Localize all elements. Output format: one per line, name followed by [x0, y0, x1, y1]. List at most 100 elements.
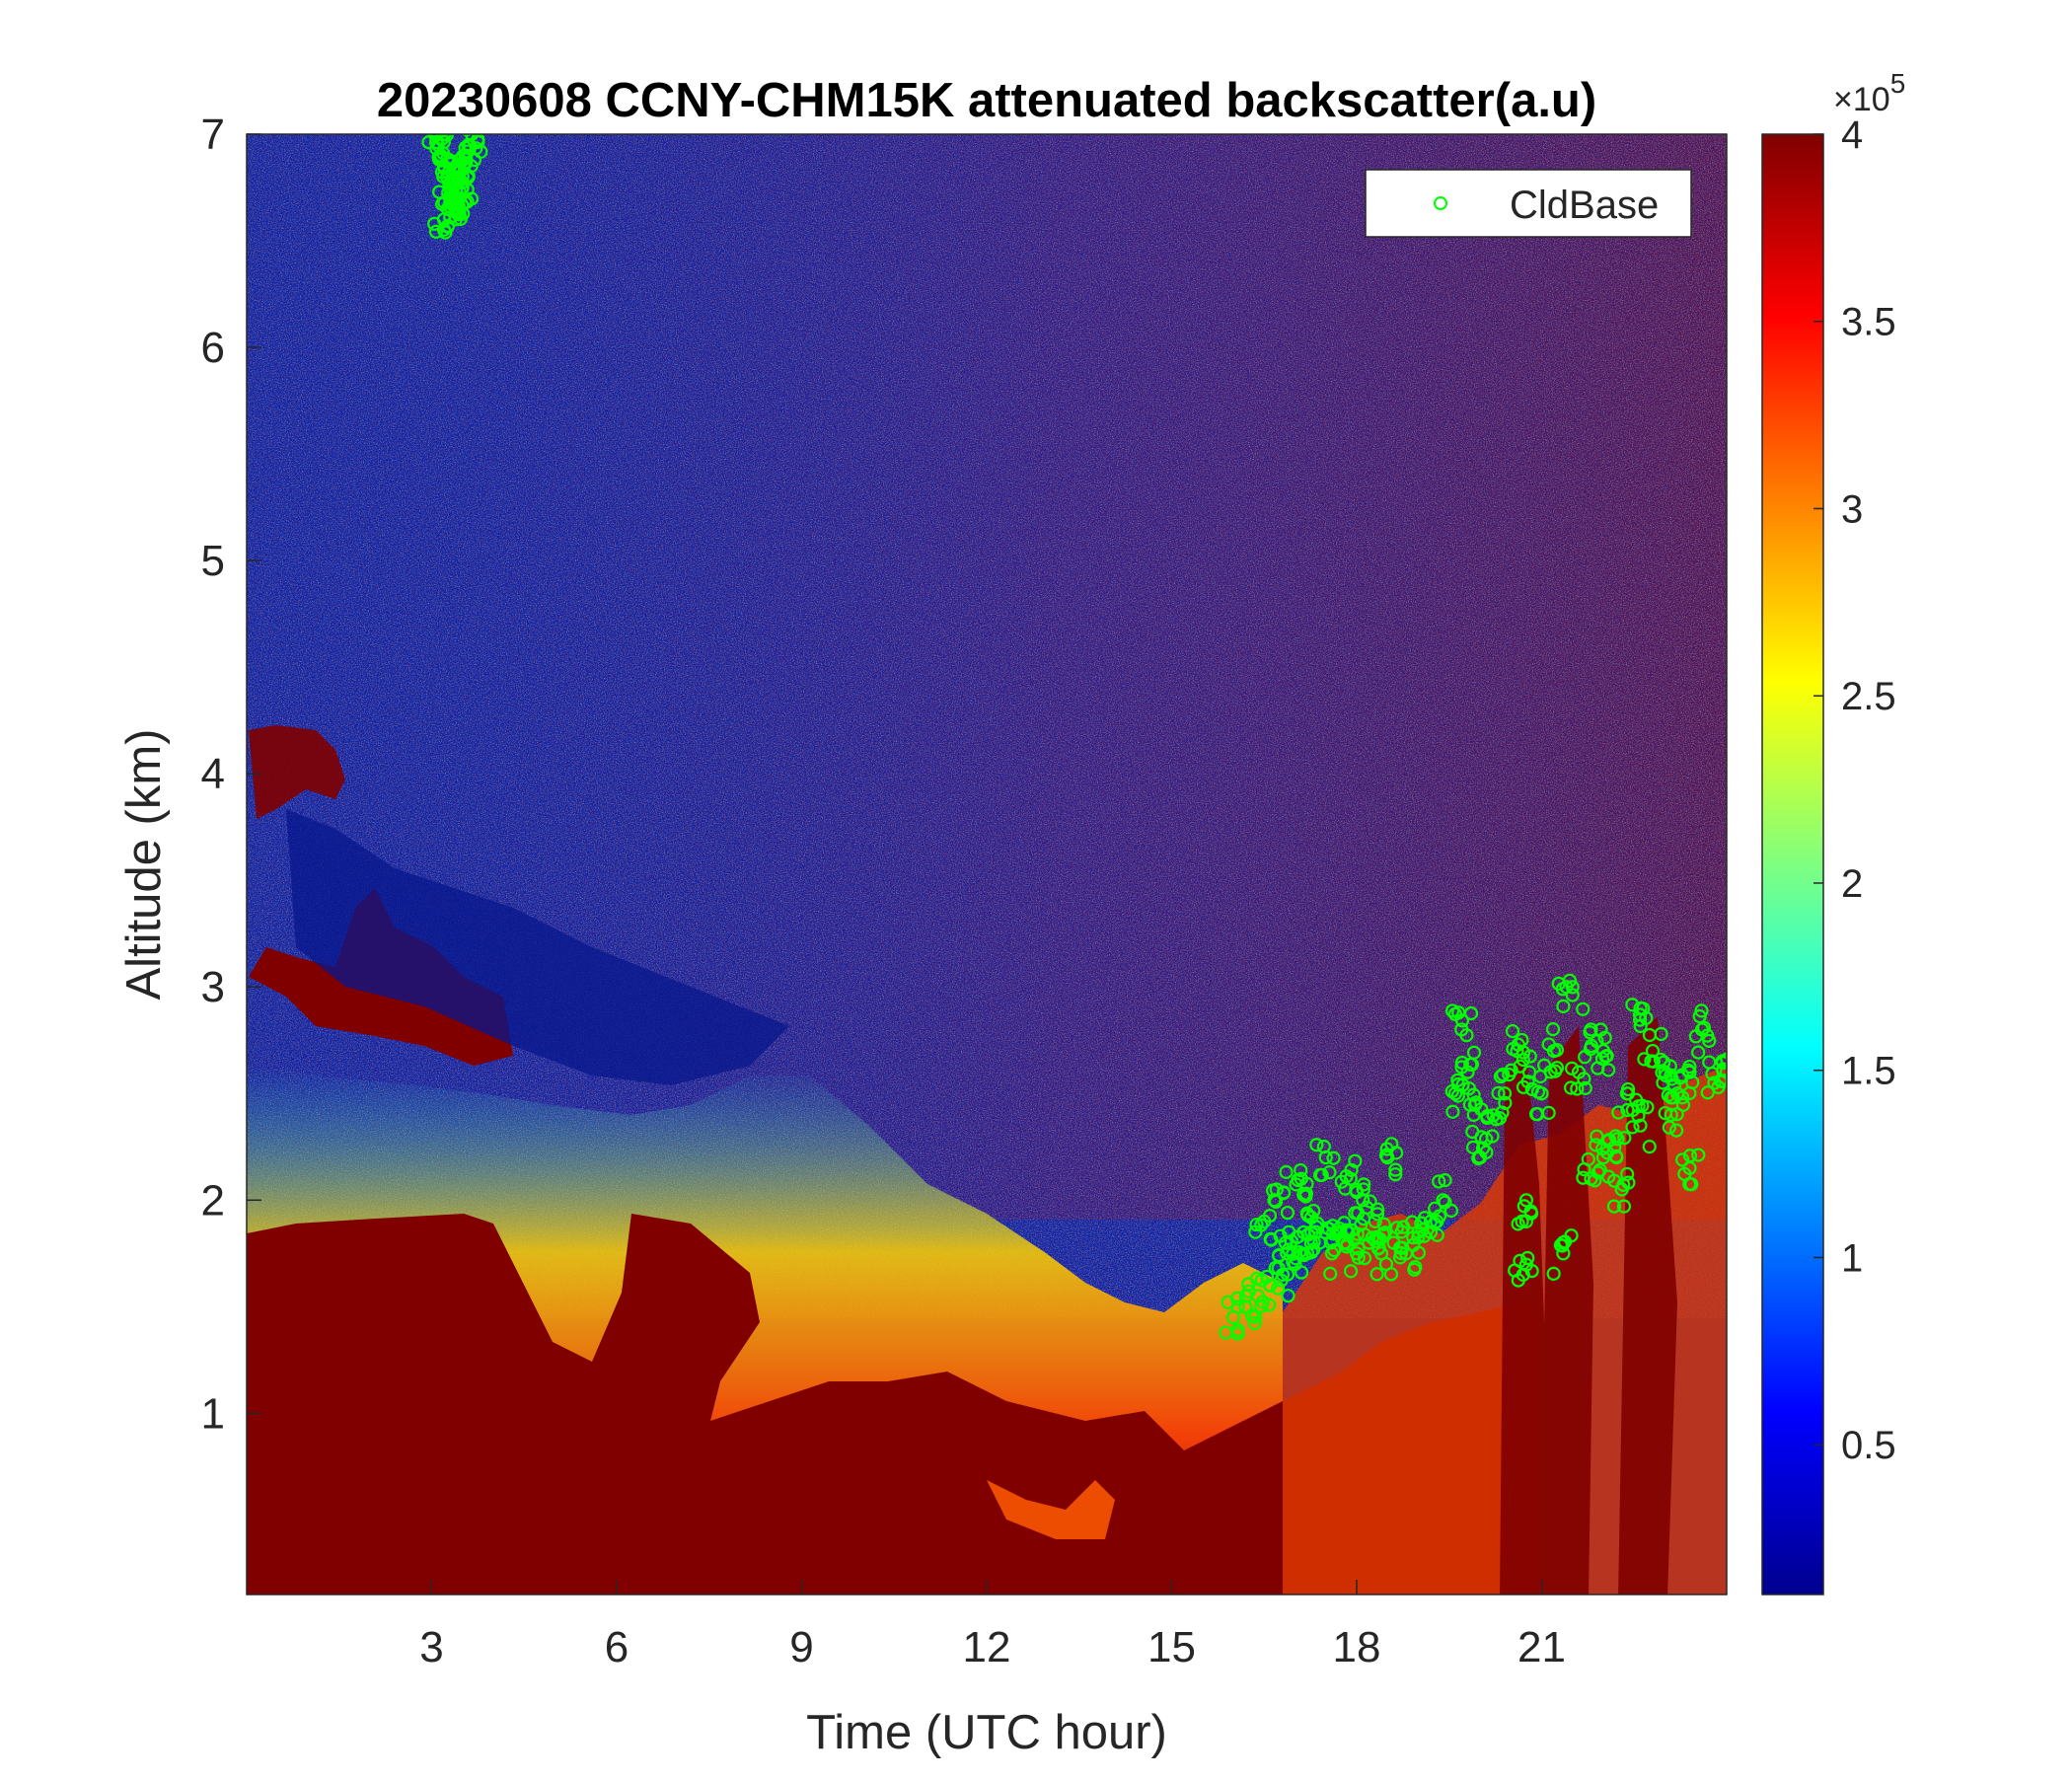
cldbase-point: [428, 224, 444, 239]
cldbase-point: [1523, 1206, 1539, 1221]
x-tick-label: 12: [963, 1623, 1011, 1671]
cldbase-point: [440, 218, 456, 233]
cldbase-point: [1316, 1140, 1331, 1154]
cldbase-point: [1591, 1061, 1605, 1076]
cldbase-point: [1392, 1250, 1408, 1265]
cldbase-point: [1478, 1132, 1494, 1147]
cldbase-point: [1298, 1186, 1314, 1201]
cldbase-point: [1284, 1233, 1298, 1248]
cldbase-point: [1645, 1043, 1661, 1059]
cldbase-point: [1443, 1203, 1458, 1219]
cldbase-point: [1281, 1242, 1295, 1257]
cldbase-point: [460, 194, 475, 209]
boundary-layer-core: [247, 1214, 1539, 1595]
cldbase-point: [1438, 1173, 1452, 1188]
cldbase-point: [427, 216, 442, 231]
cldbase-point: [1588, 1173, 1602, 1188]
cldbase-point: [1657, 1055, 1671, 1070]
cldbase-point: [448, 162, 463, 177]
cldbase-point: [1555, 982, 1570, 997]
cldbase-point: [1632, 1012, 1648, 1027]
cldbase-point: [1522, 1049, 1537, 1064]
cldbase-point: [1537, 1058, 1552, 1073]
y-axis-label: Altitude (km): [117, 728, 171, 1000]
cldbase-point: [1294, 1162, 1308, 1178]
cldbase-point: [1351, 1250, 1366, 1265]
cldbase-point: [1451, 1005, 1466, 1020]
cldbase-point: [1578, 1080, 1592, 1095]
cldbase-point: [1337, 1235, 1353, 1250]
cldbase-point: [1590, 1129, 1604, 1144]
x-tick-label: 9: [789, 1623, 813, 1671]
cldbase-point: [1516, 1052, 1530, 1068]
cldbase-point: [1254, 1218, 1269, 1232]
cldbase-point: [1423, 1224, 1439, 1239]
cldbase-point: [1388, 1146, 1404, 1160]
cldbase-point: [1682, 1176, 1697, 1192]
cldbase-point: [1516, 1079, 1531, 1094]
cldbase-point: [1262, 1298, 1277, 1312]
cldbase-point: [1549, 1061, 1565, 1076]
cldbase-point: [1372, 1231, 1387, 1246]
cldbase-point: [1323, 1235, 1338, 1250]
cldbase-point: [1415, 1223, 1430, 1237]
cldbase-point: [1493, 1069, 1509, 1084]
cldbase-point: [1308, 1220, 1323, 1234]
legend-label-cldbase: CldBase: [1510, 184, 1659, 227]
cldbase-point: [1369, 1267, 1384, 1282]
cldbase-point: [1432, 1209, 1447, 1224]
cldbase-point: [1570, 1081, 1585, 1096]
cldbase-point: [1702, 1055, 1717, 1070]
cldbase-point: [1339, 1223, 1354, 1237]
cldbase-point: [474, 144, 488, 159]
cldbase-point: [446, 175, 461, 189]
cldbase-point: [1369, 1207, 1385, 1222]
cldbase-point: [1702, 1033, 1717, 1048]
cldbase-point: [1565, 980, 1580, 995]
cldbase-point: [1309, 1138, 1324, 1152]
cldbase-point: [438, 225, 453, 240]
cldbase-point: [1411, 1229, 1426, 1245]
cldbase-point: [1376, 1217, 1391, 1231]
cldbase-point: [1388, 1162, 1403, 1177]
cldbase-point: [1563, 1080, 1579, 1095]
cldbase-point: [1549, 1043, 1565, 1058]
cldbase-point: [1322, 1165, 1337, 1180]
cldbase-point: [1524, 1263, 1539, 1279]
cldbase-point: [1696, 1020, 1712, 1035]
cldbase-point: [1471, 1150, 1486, 1166]
cldbase-point: [1299, 1206, 1314, 1221]
cldbase-point: [1436, 1193, 1450, 1208]
cldbase-point: [1589, 1138, 1603, 1152]
colorbar-tick-label: 0.5: [1841, 1424, 1896, 1467]
cldbase-point: [1430, 1227, 1444, 1242]
cldbase-point: [1611, 1105, 1626, 1120]
cldbase-point: [461, 171, 476, 186]
colorbar-exponent-power: 5: [1890, 68, 1906, 99]
cldbase-point: [1371, 1240, 1386, 1255]
cldbase-point: [1286, 1246, 1300, 1261]
cldbase-point: [1581, 1151, 1595, 1166]
cldbase-point: [1620, 1166, 1635, 1182]
cldbase-point: [1327, 1242, 1342, 1258]
cldbase-point: [1664, 1090, 1678, 1105]
cldbase-point: [1620, 1081, 1636, 1097]
cldbase-point: [1462, 1097, 1477, 1112]
cldbase-point: [1378, 1256, 1393, 1272]
cldbase-point: [1557, 1234, 1573, 1249]
cldbase-point: [1286, 1254, 1300, 1270]
colorbar-tick-label: 2: [1841, 862, 1863, 906]
cldbase-point: [1277, 1185, 1292, 1200]
cldbase-point: [1515, 1214, 1529, 1228]
cldbase-point: [1528, 1106, 1544, 1122]
cldbase-point: [1517, 1199, 1531, 1214]
colorbar-tick-label: 2.5: [1841, 675, 1896, 718]
cldbase-point: [1518, 1193, 1534, 1208]
colorbar-tick-label: 3.5: [1841, 301, 1896, 344]
colorbar-gradient: [1761, 133, 1824, 1595]
colorbar-ticks: 0.5 1 1.5 2 2.5 3 3.5 4: [1813, 113, 1896, 1467]
y-tick-label: 6: [201, 324, 225, 372]
cldbase-point: [1323, 1266, 1338, 1281]
cldbase-point: [1691, 1045, 1706, 1060]
